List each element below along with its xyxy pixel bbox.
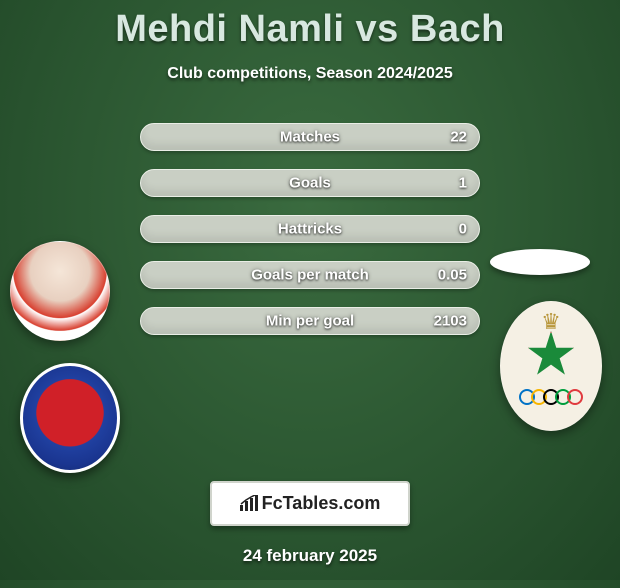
stat-right-value: 22: [450, 129, 467, 146]
stat-right-value: 1: [459, 175, 467, 192]
stat-row-goals-per-match: Goals per match 0.05: [140, 261, 480, 289]
stat-right-value: 0: [459, 221, 467, 238]
page-title: Mehdi Namli vs Bach: [0, 8, 620, 51]
brand-badge: FcTables.com: [210, 481, 411, 526]
stat-label: Goals per match: [251, 267, 369, 284]
stats-bars: Matches 22 Goals 1 Hattricks 0 Goals per…: [140, 123, 480, 353]
stat-row-hattricks: Hattricks 0: [140, 215, 480, 243]
comparison-panel: ♛ Matches 22 Goals 1 Hattricks 0: [0, 123, 620, 383]
stat-label: Goals: [289, 175, 331, 192]
stat-label: Min per goal: [266, 313, 354, 330]
chart-icon: [240, 495, 260, 511]
footer: FcTables.com 24 february 2025: [0, 481, 620, 566]
star-icon: [527, 331, 575, 379]
stat-label: Matches: [280, 129, 340, 146]
olympic-rings-icon: [521, 389, 581, 405]
club-right-emblem: ♛: [516, 331, 586, 401]
date-text: 24 february 2025: [0, 546, 620, 566]
stat-row-matches: Matches 22: [140, 123, 480, 151]
stat-right-value: 0.05: [438, 267, 467, 284]
stat-label: Hattricks: [278, 221, 342, 238]
stat-right-value: 2103: [434, 313, 467, 330]
page-subtitle: Club competitions, Season 2024/2025: [0, 65, 620, 83]
club-right-logo: ♛: [500, 301, 602, 431]
stat-row-min-per-goal: Min per goal 2103: [140, 307, 480, 335]
player-right-avatar: [490, 249, 590, 275]
player-left-avatar: [10, 241, 110, 341]
stat-row-goals: Goals 1: [140, 169, 480, 197]
brand-text: FcTables.com: [262, 493, 381, 513]
club-left-logo: [20, 363, 120, 473]
